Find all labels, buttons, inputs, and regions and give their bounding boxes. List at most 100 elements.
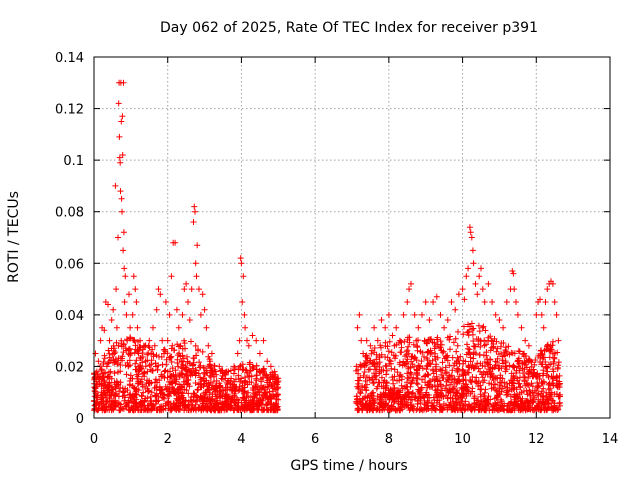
data-point — [481, 407, 488, 414]
data-point — [393, 324, 400, 331]
data-point — [121, 265, 128, 272]
data-point — [491, 373, 497, 380]
data-point — [538, 347, 545, 354]
data-point — [554, 365, 561, 372]
data-point — [219, 367, 226, 374]
data-point — [388, 365, 395, 372]
data-point — [101, 352, 108, 359]
data-point — [434, 334, 441, 341]
data-point — [116, 133, 123, 140]
data-point — [206, 389, 213, 396]
data-point — [529, 383, 536, 390]
data-point — [452, 306, 459, 313]
data-point — [405, 364, 412, 370]
data-point — [410, 407, 417, 414]
data-point — [122, 273, 129, 280]
data-point — [246, 359, 253, 366]
data-point — [198, 407, 205, 414]
data-point — [446, 362, 453, 369]
data-point — [115, 100, 122, 107]
data-point — [499, 375, 506, 382]
data-point — [553, 311, 560, 318]
data-point — [150, 324, 156, 331]
data-point — [537, 398, 544, 405]
data-point — [469, 331, 476, 338]
data-point — [354, 395, 361, 402]
data-point — [105, 359, 112, 366]
data-point — [461, 323, 467, 330]
data-point — [394, 377, 400, 384]
data-point — [147, 406, 154, 413]
data-point — [169, 342, 176, 349]
data-point — [98, 383, 105, 390]
data-point — [100, 377, 107, 384]
data-point — [192, 401, 199, 408]
data-point — [130, 405, 137, 412]
data-point — [416, 363, 423, 369]
data-point — [121, 299, 128, 305]
data-point — [126, 382, 133, 389]
data-point — [463, 273, 470, 280]
data-point — [123, 403, 130, 410]
data-point — [146, 362, 153, 369]
data-point — [503, 299, 510, 305]
data-point — [402, 353, 409, 360]
data-point — [399, 399, 406, 406]
data-point — [431, 340, 438, 346]
x-axis-label: GPS time / hours — [290, 458, 407, 474]
data-point — [426, 360, 433, 367]
data-point — [491, 381, 498, 388]
data-point — [415, 324, 422, 331]
data-point — [154, 366, 161, 373]
data-point — [446, 374, 452, 380]
data-point — [377, 342, 384, 349]
data-point — [127, 324, 134, 331]
data-point — [433, 293, 440, 300]
data-point — [388, 349, 395, 356]
data-point — [112, 357, 119, 364]
data-point — [173, 395, 180, 402]
data-point — [539, 351, 546, 358]
data-point — [415, 337, 421, 344]
data-point — [176, 372, 183, 379]
data-point — [166, 311, 173, 318]
data-point — [481, 337, 488, 344]
data-point — [466, 224, 473, 231]
data-point — [403, 359, 410, 366]
data-point — [371, 370, 377, 377]
data-point — [474, 380, 481, 387]
data-point — [507, 377, 514, 384]
data-point — [230, 386, 237, 393]
data-point — [146, 337, 153, 344]
data-point — [521, 353, 528, 360]
data-point — [476, 273, 483, 280]
data-point — [422, 299, 429, 305]
data-point — [425, 405, 432, 412]
data-point — [92, 373, 99, 380]
data-point — [425, 349, 431, 356]
data-point — [238, 260, 245, 267]
data-point — [197, 362, 204, 369]
data-point — [426, 378, 433, 384]
data-point — [132, 366, 139, 373]
data-point — [167, 390, 174, 397]
data-point — [120, 229, 127, 236]
data-point — [453, 399, 460, 406]
data-point — [475, 336, 482, 343]
data-point — [479, 324, 486, 331]
data-point — [179, 371, 186, 378]
data-point — [241, 384, 248, 391]
data-point — [221, 407, 228, 414]
data-point — [406, 374, 413, 381]
data-point — [179, 358, 185, 364]
data-point — [222, 371, 229, 378]
data-point — [538, 388, 545, 395]
data-point — [447, 333, 453, 340]
data-point — [418, 358, 425, 365]
data-point — [241, 311, 248, 318]
data-point — [423, 366, 430, 373]
data-point — [118, 118, 125, 125]
data-point — [130, 273, 137, 280]
data-point — [144, 368, 151, 375]
data-point — [357, 390, 364, 397]
